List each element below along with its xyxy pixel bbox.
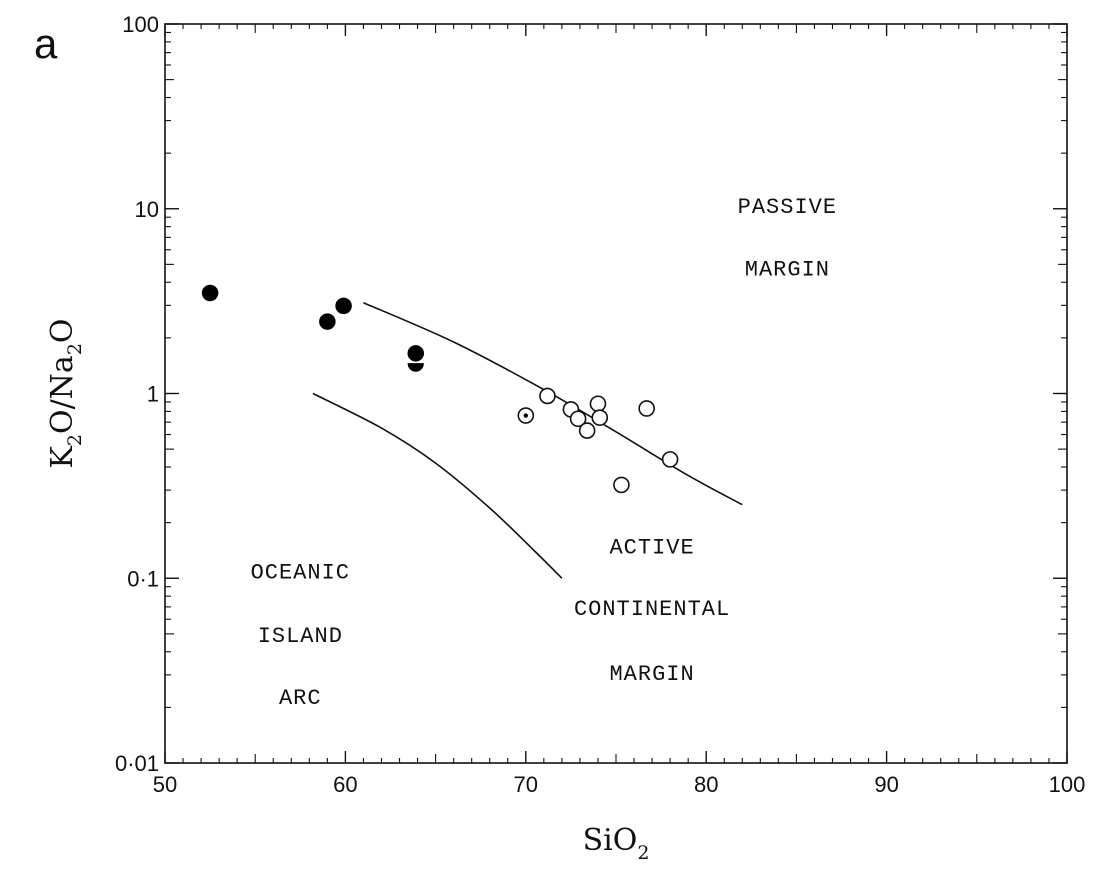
open-circle-point <box>638 400 655 417</box>
y-tick-label: 1 <box>147 382 159 407</box>
region-label: MARGIN <box>609 662 694 687</box>
x-tick-label: 60 <box>333 772 357 797</box>
half-filled-circle-point <box>407 363 424 372</box>
region-label: MARGIN <box>745 258 830 283</box>
data-points <box>201 284 679 494</box>
y-axis-title: K2O/Na2O <box>45 318 86 468</box>
open-circle-point <box>589 395 607 413</box>
upper-boundary <box>363 301 743 506</box>
open-circle-point <box>539 387 556 405</box>
panel-label: a <box>34 20 58 67</box>
y-tick-label: 10 <box>135 197 159 222</box>
x-tick-label: 50 <box>153 772 177 797</box>
dotted-circle-center <box>523 413 528 418</box>
open-circle-point <box>613 476 630 494</box>
open-circle-point <box>578 422 596 439</box>
y-tick-label: 0·1 <box>127 566 159 591</box>
x-tick-label: 100 <box>1049 772 1086 797</box>
axis-ticks <box>164 23 1068 764</box>
y-axis-title-part: 2 <box>64 343 86 355</box>
x-tick-label: 90 <box>874 772 898 797</box>
open-circle-point <box>591 409 609 426</box>
plot-frame <box>164 23 1068 764</box>
y-axis-title-part: O/Na <box>45 355 80 434</box>
axis-tick-labels: 50 60 70 80 90 100 0·01 0·1 1 10 100 <box>115 12 1085 797</box>
region-label: CONTINENTAL <box>574 597 730 622</box>
open-circle-point <box>569 410 587 428</box>
x-tick-label: 70 <box>514 772 538 797</box>
y-tick-label: 0·01 <box>115 751 159 776</box>
y-axis-title-wrap: K2O/Na2O <box>45 318 86 468</box>
y-tick-label: 100 <box>122 12 159 37</box>
region-label: PASSIVE <box>738 195 837 220</box>
x-tick-label: 80 <box>694 772 718 797</box>
open-circle-point <box>661 451 679 468</box>
y-axis-title-part: O <box>45 318 80 343</box>
y-axis-title-part: K <box>45 446 80 469</box>
lower-boundary <box>312 392 563 579</box>
x-axis-title: SiO2 <box>583 823 650 864</box>
filled-circle-point <box>201 284 219 302</box>
region-label: ISLAND <box>258 624 343 649</box>
filled-circle-point <box>335 297 352 315</box>
region-labels: PASSIVE MARGIN ACTIVE CONTINENTAL MARGIN OCEA… <box>251 195 837 711</box>
region-label: ACTIVE <box>609 536 694 561</box>
filled-circle-point <box>319 313 336 330</box>
filled-circle-point <box>407 345 425 362</box>
y-axis-title-part: 2 <box>64 434 86 446</box>
region-label: ARC <box>279 686 322 711</box>
region-label: OCEANIC <box>251 561 350 586</box>
